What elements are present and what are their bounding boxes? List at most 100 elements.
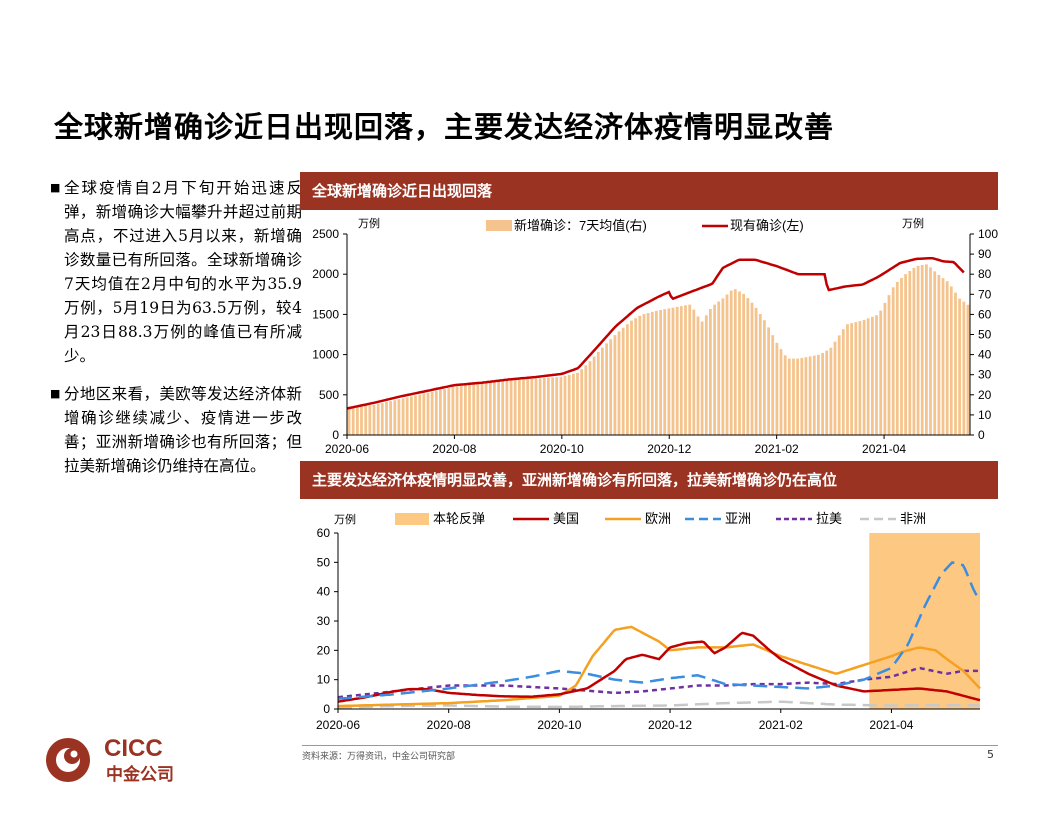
bar-new-cases: [937, 275, 941, 435]
bar-new-cases: [513, 380, 517, 435]
bar-new-cases: [380, 403, 384, 435]
bar-new-cases: [422, 393, 426, 435]
y-left-tick-label: 2000: [312, 267, 339, 281]
bar-new-cases: [796, 358, 799, 435]
bar-new-cases: [505, 380, 509, 435]
bar-new-cases: [663, 309, 667, 435]
bar-new-cases: [904, 274, 907, 435]
line-usa: [337, 631, 981, 703]
right-unit-label: 万例: [902, 216, 924, 230]
bar-new-cases: [563, 375, 567, 435]
bar-new-cases: [700, 321, 704, 435]
bar-new-cases: [414, 395, 417, 435]
bar-new-cases: [389, 401, 392, 435]
bar-new-cases: [962, 301, 966, 435]
bar-new-cases: [850, 323, 853, 435]
bar-new-cases: [555, 377, 559, 435]
chart1-header: 全球新增确诊近日出现回落: [300, 172, 998, 210]
bar-new-cases: [920, 265, 924, 435]
bar-new-cases: [646, 313, 650, 435]
x-tick-label: 2020-10: [537, 718, 581, 732]
x-tick-label: 2021-04: [862, 442, 906, 456]
bar-new-cases: [351, 407, 355, 435]
y-left-tick-label: 2500: [312, 227, 339, 241]
bar-new-cases: [729, 290, 733, 435]
bar-new-cases: [754, 307, 758, 435]
bar-new-cases: [679, 306, 683, 435]
bar-new-cases: [908, 271, 912, 435]
bar-new-cases: [871, 316, 874, 435]
legend-label-line: 现有确诊(左): [730, 218, 804, 233]
bar-new-cases: [817, 354, 820, 435]
bar-new-cases: [925, 264, 928, 435]
bar-new-cases: [742, 293, 745, 435]
bar-new-cases: [601, 347, 604, 435]
bar-new-cases: [630, 320, 633, 435]
bar-new-cases: [692, 309, 696, 435]
bar-new-cases: [468, 384, 471, 435]
bar-new-cases: [655, 310, 658, 435]
line-asia: [337, 561, 982, 700]
bar-new-cases: [464, 385, 467, 435]
bar-new-cases: [455, 386, 459, 435]
bar-new-cases: [704, 315, 708, 435]
bar-new-cases: [538, 378, 542, 435]
bar-new-cases: [364, 406, 368, 435]
logo-text: CICC: [104, 735, 163, 762]
bar-new-cases: [410, 396, 413, 435]
bar-new-cases: [393, 400, 397, 435]
bar-new-cases: [572, 373, 575, 435]
bar-new-cases: [800, 357, 804, 435]
y-tick-label: 40: [317, 585, 331, 599]
bar-new-cases: [638, 315, 642, 435]
x-tick-label: 2020-10: [540, 442, 584, 456]
bar-new-cases: [418, 394, 422, 435]
bar-new-cases: [912, 267, 916, 435]
bar-new-cases: [783, 355, 787, 435]
bar-new-cases: [933, 271, 937, 435]
y-right-tick-label: 0: [978, 428, 985, 442]
bar-new-cases: [634, 318, 638, 435]
bar-new-cases: [405, 397, 409, 435]
bar-new-cases: [439, 389, 442, 435]
bar-new-cases: [808, 356, 812, 435]
bar-new-cases: [434, 390, 438, 435]
bar-new-cases: [605, 343, 608, 435]
bar-new-cases: [476, 383, 480, 435]
legend-label-line-latam: 拉美: [816, 511, 842, 526]
y-left-tick-label: 500: [319, 388, 339, 402]
bar-new-cases: [385, 402, 388, 435]
bar-new-cases: [372, 404, 376, 435]
legend-label-bar: 新增确诊：7天均值(右): [514, 218, 647, 233]
y-left-tick-label: 0: [332, 428, 339, 442]
x-tick-label: 2020-06: [325, 442, 369, 456]
bar-new-cases: [613, 335, 617, 435]
bar-new-cases: [493, 381, 496, 435]
footer-divider: [302, 745, 998, 746]
bar-new-cases: [501, 381, 505, 435]
left-unit-label: 万例: [358, 216, 380, 230]
x-tick-label: 2020-12: [647, 442, 691, 456]
bar-new-cases: [966, 304, 970, 435]
bullet-text: 分地区来看，美欧等发达经济体新增确诊继续减少、疫情进一步改善；亚洲新增确诊也有所…: [64, 385, 302, 475]
bar-new-cases: [775, 342, 779, 435]
bar-new-cases: [472, 383, 476, 435]
bar-new-cases: [497, 381, 500, 435]
bar-new-cases: [866, 318, 870, 435]
bar-new-cases: [675, 306, 679, 435]
x-tick-label: 2020-12: [648, 718, 692, 732]
legend-label-line-europe: 欧洲: [645, 511, 671, 526]
bar-new-cases: [542, 378, 546, 435]
bar-new-cases: [883, 302, 887, 435]
bullet-item: ■ 分地区来看，美欧等发达经济体新增确诊继续减少、疫情进一步改善；亚洲新增确诊也…: [50, 382, 302, 478]
bar-new-cases: [588, 361, 592, 435]
bar-new-cases: [738, 291, 741, 435]
bar-new-cases: [941, 278, 945, 435]
bar-new-cases: [484, 382, 488, 435]
unit-label: 万例: [334, 512, 356, 526]
legend-swatch-band: [395, 513, 429, 525]
bar-new-cases: [347, 408, 351, 435]
bar-new-cases: [841, 329, 845, 435]
bar-new-cases: [356, 407, 359, 435]
bar-new-cases: [447, 388, 451, 435]
